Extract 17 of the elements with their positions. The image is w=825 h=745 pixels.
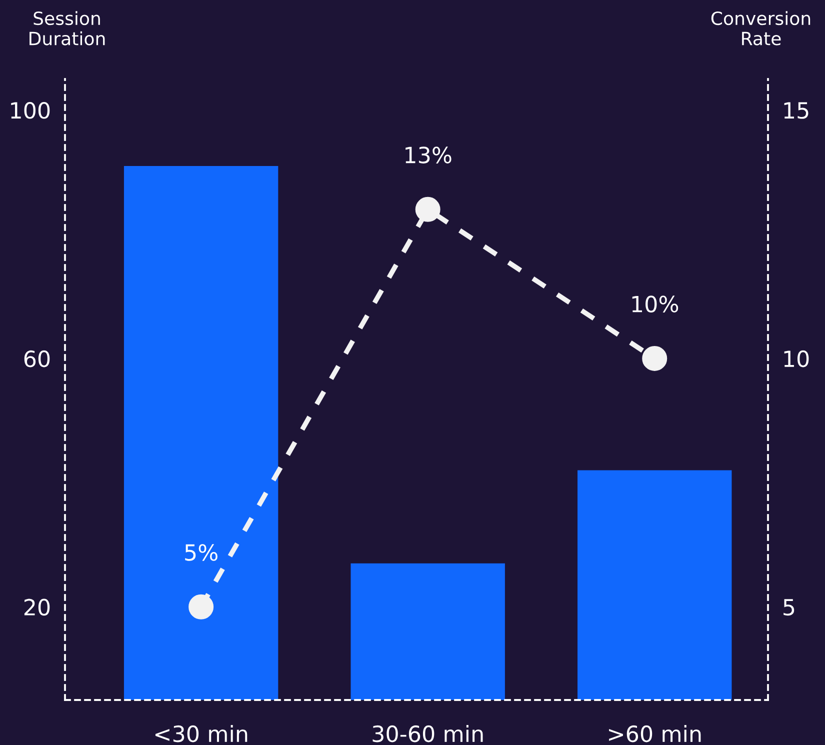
x-tick-label: >60 min	[609, 725, 701, 742]
x-tick-label: 30-60 min	[372, 725, 483, 742]
data-label: 5%	[185, 544, 218, 561]
y2-tick-label: 10	[784, 350, 809, 368]
data-label: 13%	[406, 146, 452, 164]
y2-tick-label: 5	[784, 599, 794, 616]
point	[188, 594, 214, 620]
point	[642, 346, 668, 371]
y2-tick-label: 15	[784, 102, 808, 119]
x-tick-label: <30 min	[155, 725, 248, 742]
y2-axis-title: Conversion Rate	[711, 11, 810, 46]
y-tick-label: 60	[24, 350, 50, 368]
point	[415, 196, 440, 222]
y-axis-title: Session Duration	[30, 11, 105, 46]
y-tick-label: 100	[11, 102, 50, 119]
y-tick-label: 20	[24, 598, 50, 616]
data-label: 10%	[632, 296, 678, 312]
